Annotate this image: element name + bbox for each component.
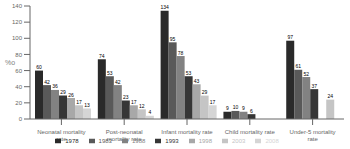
svg-text:80: 80	[15, 52, 22, 58]
svg-text:43: 43	[194, 78, 200, 84]
svg-text:42: 42	[44, 79, 50, 85]
svg-text:29: 29	[60, 89, 66, 95]
svg-text:13: 13	[84, 102, 90, 108]
svg-text:9: 9	[226, 105, 229, 111]
svg-text:36: 36	[52, 83, 58, 89]
svg-text:134: 134	[160, 4, 169, 10]
svg-text:120: 120	[12, 19, 23, 25]
svg-text:61: 61	[295, 63, 301, 69]
svg-text:9: 9	[242, 105, 245, 111]
svg-text:17: 17	[210, 99, 216, 105]
svg-text:17: 17	[76, 99, 82, 105]
svg-text:Neonatal mortalityrate: Neonatal mortalityrate	[37, 129, 85, 142]
svg-text:78: 78	[178, 50, 184, 56]
svg-text:4: 4	[148, 109, 151, 115]
svg-text:29: 29	[202, 89, 208, 95]
svg-text:53: 53	[186, 70, 192, 76]
svg-text:40: 40	[15, 84, 22, 90]
svg-text:Infant mortality rate: Infant mortality rate	[161, 129, 213, 135]
svg-text:6: 6	[250, 108, 253, 114]
svg-text:Post-neonatalmortality rate: Post-neonatalmortality rate	[106, 129, 143, 142]
svg-text:97: 97	[287, 34, 293, 40]
svg-text:42: 42	[115, 79, 121, 85]
svg-text:Under-5 mortalityrate: Under-5 mortalityrate	[290, 129, 336, 142]
svg-text:74: 74	[99, 53, 105, 59]
svg-text:100: 100	[12, 35, 23, 41]
svg-text:0: 0	[19, 116, 23, 122]
svg-text:20: 20	[15, 100, 22, 106]
svg-text:%o: %o	[8, 59, 15, 66]
svg-text:12: 12	[139, 103, 145, 109]
svg-text:60: 60	[36, 64, 42, 70]
svg-text:24: 24	[327, 93, 333, 99]
svg-text:60: 60	[15, 68, 22, 74]
svg-text:26: 26	[68, 92, 74, 98]
svg-text:10: 10	[233, 104, 239, 110]
svg-text:Child mortality rate: Child mortality rate	[225, 129, 276, 135]
svg-text:53: 53	[107, 70, 113, 76]
svg-text:95: 95	[170, 36, 176, 42]
svg-text:17: 17	[131, 99, 137, 105]
svg-text:23: 23	[123, 94, 129, 100]
svg-text:37: 37	[311, 83, 317, 89]
svg-text:140: 140	[12, 3, 23, 9]
svg-text:52: 52	[303, 71, 309, 77]
